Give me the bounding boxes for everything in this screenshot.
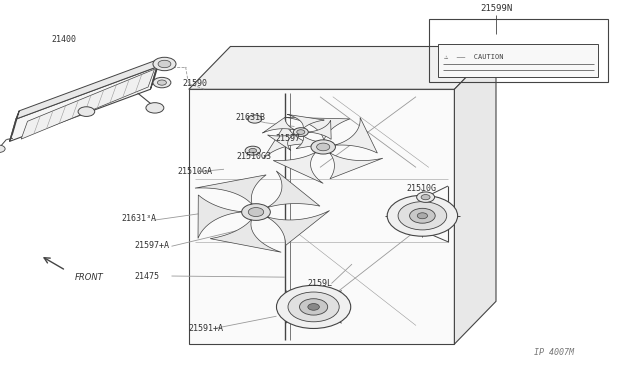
Text: 2159L: 2159L: [307, 279, 332, 288]
Circle shape: [417, 213, 428, 219]
Circle shape: [398, 202, 447, 230]
Text: IP 4007M: IP 4007M: [534, 348, 575, 357]
Circle shape: [417, 192, 435, 202]
Circle shape: [146, 103, 164, 113]
Circle shape: [242, 204, 270, 220]
Text: 21591+A: 21591+A: [189, 324, 224, 333]
Polygon shape: [262, 117, 296, 133]
Bar: [429, 19, 608, 82]
Circle shape: [245, 146, 260, 155]
Text: 21590: 21590: [182, 79, 207, 88]
Circle shape: [297, 130, 305, 134]
Circle shape: [288, 292, 339, 322]
Polygon shape: [307, 120, 331, 140]
Circle shape: [293, 128, 308, 137]
Text: FRONT: FRONT: [75, 273, 104, 282]
Bar: [438, 44, 598, 77]
Text: 21510GA: 21510GA: [178, 167, 213, 176]
Polygon shape: [189, 46, 496, 89]
Text: 21597: 21597: [275, 134, 300, 143]
Text: ⚠  ——  CAUTION: ⚠ —— CAUTION: [444, 54, 503, 60]
Polygon shape: [10, 111, 19, 141]
Polygon shape: [287, 114, 324, 129]
Polygon shape: [10, 67, 157, 141]
Circle shape: [157, 80, 166, 85]
Polygon shape: [266, 171, 320, 208]
Text: 21597+A: 21597+A: [134, 241, 170, 250]
Circle shape: [300, 299, 328, 315]
Text: 21510G3: 21510G3: [237, 153, 272, 161]
Polygon shape: [189, 89, 454, 344]
Polygon shape: [268, 134, 296, 150]
Polygon shape: [150, 59, 160, 89]
Polygon shape: [264, 124, 314, 158]
Polygon shape: [195, 175, 266, 205]
Polygon shape: [198, 195, 244, 238]
Circle shape: [248, 208, 264, 217]
Circle shape: [421, 195, 430, 200]
Text: 21631³A: 21631³A: [122, 214, 157, 223]
Circle shape: [248, 115, 262, 123]
Polygon shape: [210, 219, 281, 252]
Polygon shape: [454, 46, 496, 344]
Text: 21475: 21475: [134, 272, 159, 280]
Polygon shape: [21, 69, 154, 139]
Text: 21510G: 21510G: [406, 184, 436, 193]
Text: 21599N: 21599N: [480, 4, 512, 13]
Circle shape: [317, 143, 330, 151]
Circle shape: [276, 285, 351, 328]
Circle shape: [387, 195, 458, 236]
Text: 21631B: 21631B: [236, 113, 266, 122]
Polygon shape: [333, 118, 378, 153]
Circle shape: [78, 107, 95, 116]
Circle shape: [153, 57, 176, 71]
Circle shape: [153, 77, 171, 88]
Circle shape: [0, 145, 5, 153]
Text: 21400: 21400: [51, 35, 76, 44]
Polygon shape: [266, 211, 330, 246]
Polygon shape: [273, 152, 323, 183]
Polygon shape: [16, 59, 160, 119]
Polygon shape: [286, 118, 350, 141]
Circle shape: [158, 60, 171, 68]
Circle shape: [249, 148, 257, 153]
Circle shape: [311, 140, 335, 154]
Polygon shape: [329, 152, 383, 179]
Polygon shape: [296, 135, 333, 148]
Circle shape: [410, 208, 435, 223]
Circle shape: [308, 304, 319, 310]
